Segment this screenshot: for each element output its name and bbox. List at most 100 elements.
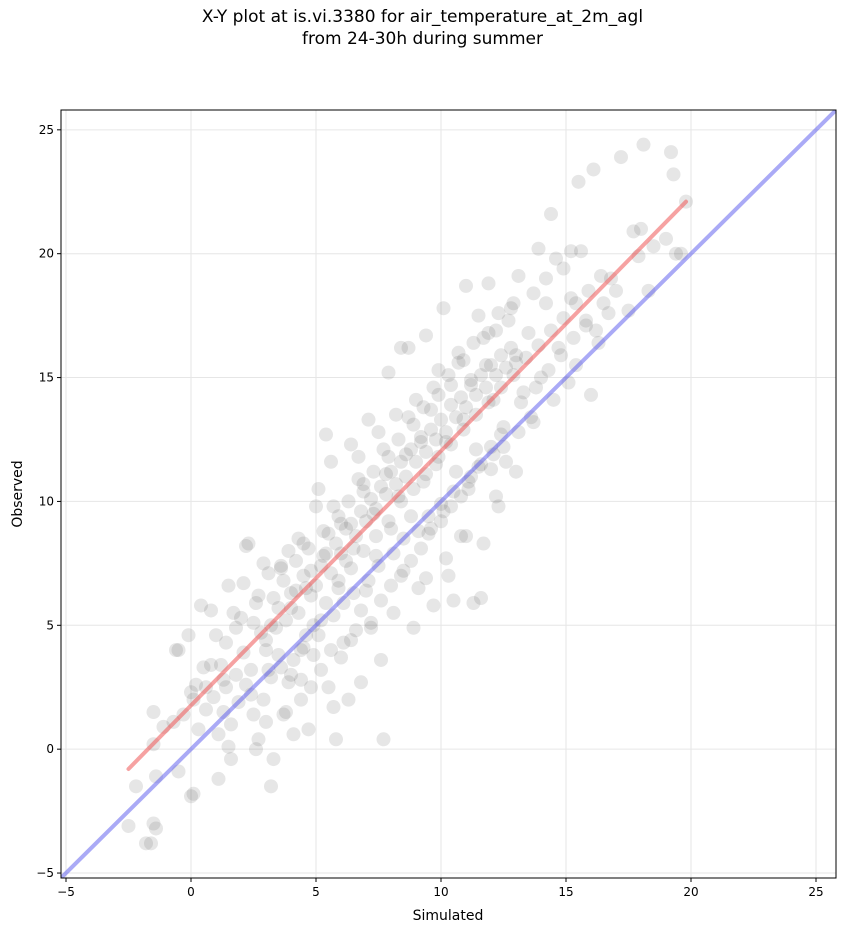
data-point [501,313,516,328]
data-point [186,786,201,801]
data-point [491,499,506,514]
data-point [334,516,348,531]
data-point [444,437,458,452]
data-point [359,583,373,598]
data-point [469,442,483,457]
data-point [256,692,271,707]
data-point [436,504,451,519]
data-point [419,328,433,343]
data-point [409,454,423,469]
data-point [541,363,556,378]
data-point [386,605,401,620]
data-point [244,662,258,677]
data-point [474,368,488,383]
data-point [284,586,298,601]
data-point [549,251,563,266]
y-tick-label: 15 [39,371,54,385]
data-point [339,521,353,536]
data-point [246,615,261,630]
data-point [331,573,346,588]
data-point [354,675,368,690]
data-point [316,524,331,539]
data-point [511,268,526,283]
data-point [329,732,343,747]
data-point [584,387,598,402]
data-point [534,370,548,385]
data-point [526,415,541,430]
data-point [404,442,418,457]
data-point [279,705,293,720]
data-point [184,789,198,804]
data-point [451,355,466,370]
data-point [669,246,683,261]
data-point [556,261,571,276]
data-point [146,705,161,720]
data-point [464,377,478,392]
data-point [294,692,308,707]
data-point [626,224,641,239]
plot-frame [60,109,837,879]
data-point [391,432,406,447]
data-point [394,454,408,469]
data-point [144,836,158,851]
data-point [406,620,421,635]
chart-title: X-Y plot at is.vi.3380 for air_temperatu… [0,6,845,50]
data-point [461,482,476,497]
data-point [499,360,513,375]
data-point [344,437,358,452]
data-point [239,677,253,692]
data-point [229,620,243,635]
data-point [296,568,311,583]
data-point [369,529,383,544]
data-point [341,494,356,509]
data-point [664,145,678,160]
data-point [364,615,378,630]
data-point [224,752,238,767]
data-point [221,578,236,593]
data-point [459,400,473,415]
data-point [384,464,398,479]
data-point [369,548,383,563]
data-point [571,174,586,189]
data-point [481,276,496,291]
data-point [309,499,323,514]
data-point [439,551,453,566]
data-point [509,355,523,370]
data-point [404,509,418,524]
data-point [279,613,293,628]
data-point [374,593,388,608]
data-point [476,330,491,345]
x-tick-label: 15 [558,885,573,899]
y-tick-label: 25 [39,123,54,137]
data-point [466,596,481,611]
data-point [354,504,368,519]
data-point [579,313,593,328]
data-point [276,707,291,722]
data-point [484,358,498,373]
data-point [186,692,201,707]
data-point [264,779,278,794]
data-point [286,652,301,667]
data-point [601,306,616,321]
data-point [344,561,358,576]
data-point [121,818,136,833]
data-point [579,318,593,333]
data-point [364,491,378,506]
x-tick-label: 5 [312,885,320,899]
data-point [394,568,408,583]
data-point [286,727,301,742]
data-point [416,474,431,489]
data-point [444,499,458,514]
data-point [531,241,546,256]
data-point [506,296,521,311]
data-point [479,380,493,395]
data-point [341,692,356,707]
data-point [431,449,446,464]
data-point [646,239,661,254]
data-point [659,231,673,246]
data-point [319,427,333,442]
data-point [476,536,491,551]
x-tick-label: 20 [683,885,698,899]
data-point [259,714,273,729]
